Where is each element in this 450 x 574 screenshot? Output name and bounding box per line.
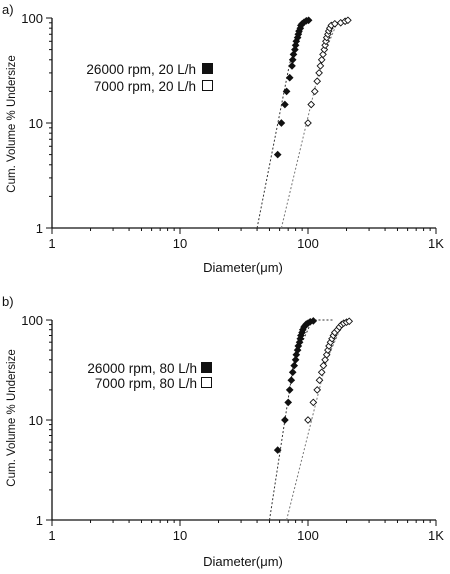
x-tick-label: 1 xyxy=(48,528,55,543)
series-2-point xyxy=(319,50,327,59)
series-2-point xyxy=(345,317,354,326)
x-tick-label: 10 xyxy=(173,528,187,543)
series-2-point xyxy=(304,119,312,127)
panel-label-a: a) xyxy=(2,2,14,17)
series-1-point xyxy=(288,368,297,377)
series-1-point xyxy=(287,376,296,385)
series-2-point xyxy=(322,37,330,46)
series-2-point xyxy=(313,77,322,86)
legend-label-series-1-b: 26000 rpm, 80 L/h xyxy=(87,361,197,376)
series-1-point xyxy=(273,446,282,454)
series-1-point xyxy=(288,62,296,70)
series-1-point xyxy=(284,398,293,407)
series-2-point xyxy=(317,368,326,377)
y-tick-label: 10 xyxy=(29,413,43,428)
y-tick-label: 1 xyxy=(36,221,43,236)
legend-label-series-2-a: 7000 rpm, 20 L/h xyxy=(94,79,196,94)
legend-swatch-open-a xyxy=(202,80,213,91)
legend-swatch-filled-b xyxy=(201,362,212,373)
x-tick-label: 10 xyxy=(173,236,187,251)
x-tick-label: 1K xyxy=(428,236,444,251)
series-1-point xyxy=(282,87,291,96)
legend-swatch-open-b xyxy=(201,377,212,388)
series-2-point xyxy=(313,386,322,394)
series-1-point xyxy=(288,55,297,64)
series-2-point xyxy=(315,69,323,77)
x-axis-label-a: Diameter(μm) xyxy=(203,260,283,275)
legend-a: 26000 rpm, 20 L/h 7000 rpm, 20 L/h xyxy=(86,62,213,94)
series-1-point xyxy=(273,150,282,159)
chart-panel-b: b) Cum. Volume % Undersize Diameter(μm) … xyxy=(2,294,444,569)
series-1-point xyxy=(281,416,289,424)
series-2-point xyxy=(307,100,316,109)
series-2-point xyxy=(315,376,324,385)
series-1-point xyxy=(304,16,313,25)
axes-b: 1 10 100 1K 1 10 100 xyxy=(21,313,444,543)
series-1-point xyxy=(289,50,298,59)
series-2-point xyxy=(309,398,318,407)
series-2-point xyxy=(317,55,326,64)
series-2-point xyxy=(304,416,312,424)
chart-panel-a: a) Cum. Volume % Undersize Diameter(μm) … xyxy=(2,2,444,275)
data-marks-b xyxy=(269,317,354,521)
series-1-point xyxy=(281,100,289,109)
axes-a: 1 10 100 1K 1 10 100 xyxy=(21,11,444,251)
series-1-point xyxy=(291,355,300,364)
x-tick-label: 100 xyxy=(297,528,319,543)
series-1-point xyxy=(309,317,318,325)
series-1-fit-line xyxy=(256,17,308,229)
series-1-point xyxy=(285,386,294,394)
y-axis-label-b: Cum. Volume % Undersize xyxy=(6,349,18,486)
series-1-point xyxy=(285,73,294,82)
y-tick-label: 1 xyxy=(36,513,43,528)
series-2-point xyxy=(344,16,352,25)
series-1-point xyxy=(290,361,299,370)
data-marks-a xyxy=(256,16,352,229)
panel-label-b: b) xyxy=(2,294,14,309)
y-tick-label: 10 xyxy=(29,116,43,131)
x-tick-label: 1K xyxy=(428,528,444,543)
y-axis-label-a: Cum. Volume % Undersize xyxy=(6,55,18,192)
legend-swatch-filled-a xyxy=(202,63,213,74)
series-2-point xyxy=(319,361,328,370)
legend-label-series-2-b: 7000 rpm, 80 L/h xyxy=(95,376,197,391)
y-tick-label: 100 xyxy=(21,313,43,328)
series-1-point xyxy=(277,119,286,127)
series-2-point xyxy=(310,87,319,96)
legend-label-series-1-a: 26000 rpm, 20 L/h xyxy=(86,62,196,77)
series-1-fit-line xyxy=(269,319,335,521)
legend-b: 26000 rpm, 80 L/h 7000 rpm, 80 L/h xyxy=(87,361,212,391)
series-2-point xyxy=(316,62,325,70)
y-tick-label: 100 xyxy=(21,11,43,26)
x-axis-label-b: Diameter(μm) xyxy=(203,554,283,569)
x-tick-label: 100 xyxy=(297,236,319,251)
x-tick-label: 1 xyxy=(48,236,55,251)
